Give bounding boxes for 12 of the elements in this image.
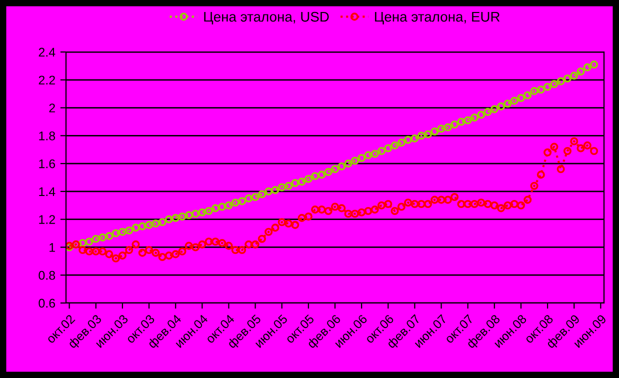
y-tick-label: 0.6	[38, 298, 56, 308]
y-tick-label: 2	[49, 104, 55, 112]
legend-label: Цена эталона, USD	[204, 12, 329, 24]
y-tick-label: 1	[50, 243, 55, 252]
y-tick-label: 1.8	[39, 131, 56, 140]
y-tick-label: 1.2	[39, 215, 55, 224]
y-tick-label: 2.4	[38, 48, 56, 57]
legend-label: Цена эталона, EUR	[375, 12, 500, 24]
y-tick-label: 1.4	[39, 187, 56, 196]
y-tick-label: 0.8	[38, 270, 56, 280]
y-tick-label: 1.6	[39, 159, 56, 168]
y-tick-label: 2.2	[38, 76, 55, 84]
